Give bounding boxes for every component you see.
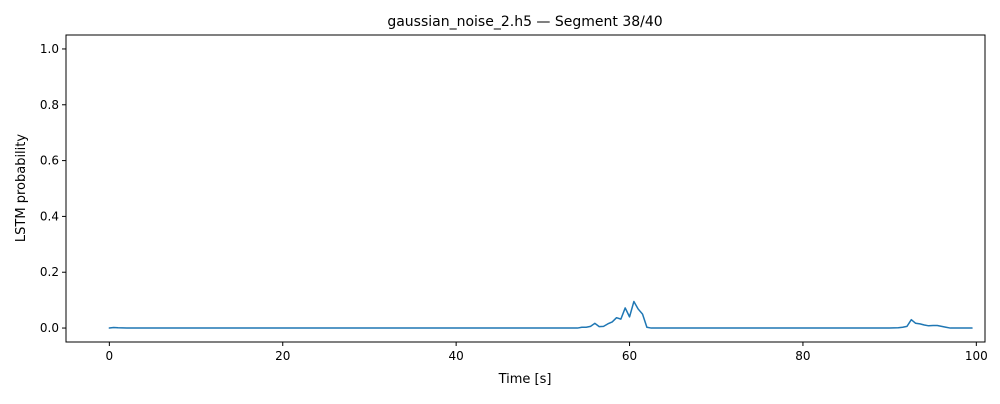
y-tick-label: 0.8 <box>40 98 59 112</box>
x-tick-label: 0 <box>106 349 114 363</box>
x-tick-label: 20 <box>275 349 290 363</box>
y-axis-label: LSTM probability <box>14 134 29 242</box>
x-tick-label: 100 <box>965 349 988 363</box>
y-tick-label: 0.0 <box>40 321 59 335</box>
y-tick-label: 0.4 <box>40 209 59 223</box>
y-axis-ticks: 0.0 0.2 0.4 0.6 0.8 1.0 <box>40 42 66 335</box>
y-tick-label: 1.0 <box>40 42 59 56</box>
series-line-lstm-probability <box>108 300 973 329</box>
x-tick-label: 40 <box>449 349 464 363</box>
chart-title: gaussian_noise_2.h5 — Segment 38/40 <box>387 14 662 30</box>
x-tick-label: 60 <box>622 349 637 363</box>
x-axis-label: Time [s] <box>498 372 552 387</box>
x-axis-ticks: 0 20 40 60 80 100 <box>106 342 988 363</box>
axes-frame <box>65 34 986 343</box>
plot-area <box>108 300 973 329</box>
x-tick-label: 80 <box>795 349 810 363</box>
y-tick-label: 0.6 <box>40 154 59 168</box>
y-tick-label: 0.2 <box>40 265 59 279</box>
